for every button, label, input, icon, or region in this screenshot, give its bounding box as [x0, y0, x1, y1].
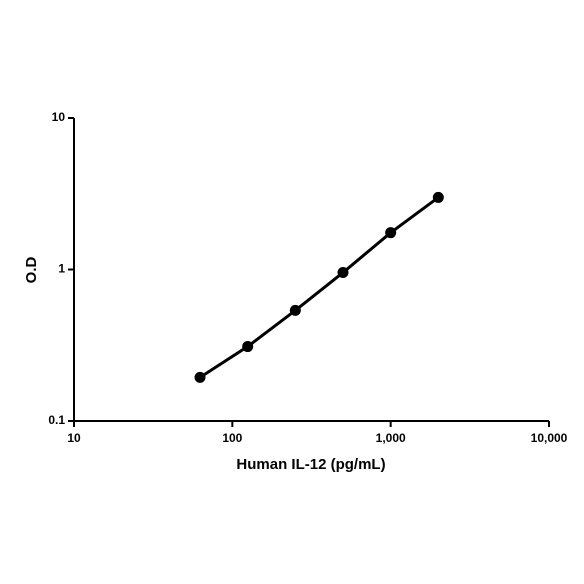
x-tick-label: 1,000 — [376, 431, 406, 445]
x-tick-label: 100 — [222, 431, 242, 445]
data-line — [199, 196, 440, 379]
x-axis-label: Human IL-12 (pg/mL) — [236, 456, 385, 473]
data-point — [242, 341, 254, 353]
data-point — [194, 371, 206, 383]
x-tick-label: 10,000 — [531, 431, 568, 445]
data-point — [385, 227, 397, 239]
data-point — [289, 304, 301, 316]
y-tick-label: 1 — [58, 262, 65, 276]
y-tick-label: 0.1 — [48, 413, 65, 427]
data-point — [432, 191, 444, 203]
x-tick-label: 10 — [67, 431, 81, 445]
y-axis-label: O.D — [23, 257, 40, 284]
y-tick-label: 10 — [52, 110, 66, 124]
data-point — [337, 267, 349, 279]
